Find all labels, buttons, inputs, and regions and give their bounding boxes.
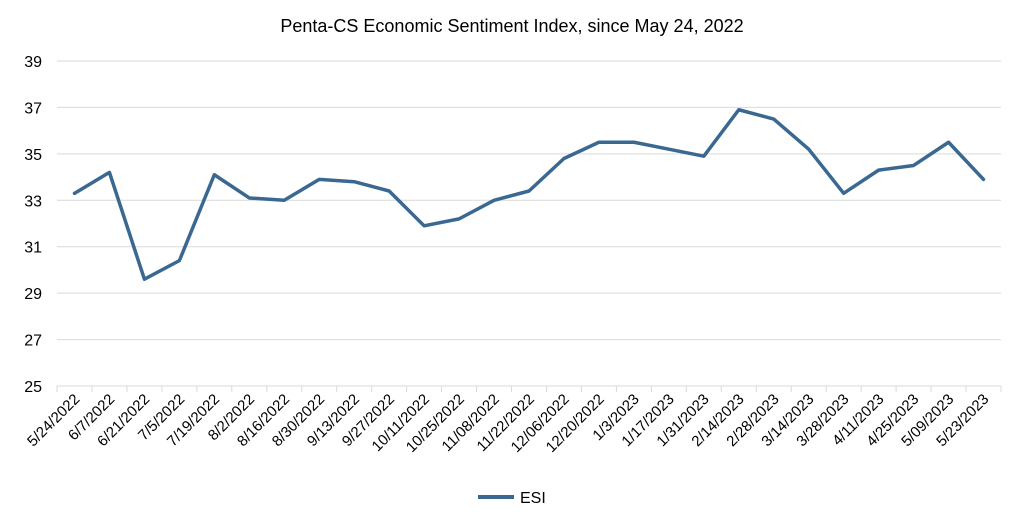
data-point — [387, 189, 391, 193]
data-point — [422, 224, 426, 228]
data-point — [737, 108, 740, 111]
data-point — [318, 178, 321, 181]
series-esi — [72, 108, 986, 281]
y-tick-label: 33 — [24, 193, 42, 210]
y-axis: 25 27 29 31 33 35 37 39 — [24, 54, 42, 396]
data-point — [877, 168, 880, 172]
y-tick-label: 27 — [24, 333, 42, 350]
y-tick-label: 35 — [24, 147, 42, 164]
data-point — [597, 141, 601, 144]
data-point — [842, 192, 845, 195]
y-tick-label: 25 — [24, 379, 42, 396]
data-point — [492, 199, 496, 202]
data-point — [702, 154, 706, 158]
data-point — [283, 199, 286, 202]
data-point — [667, 148, 671, 151]
y-tick-label: 29 — [24, 286, 42, 303]
legend-label-esi: ESI — [520, 490, 546, 507]
data-point — [178, 259, 181, 262]
data-point — [352, 180, 356, 183]
y-tick-label: 31 — [24, 240, 42, 257]
data-point — [213, 173, 216, 176]
data-point — [562, 157, 566, 160]
x-axis: 5/24/20226/7/20226/21/20227/5/20227/19/2… — [24, 385, 1002, 456]
series-line-esi — [72, 108, 986, 281]
data-point — [982, 178, 985, 181]
chart-title: Penta-CS Economic Sentiment Index, since… — [280, 16, 743, 36]
data-point — [947, 141, 950, 144]
data-point — [457, 217, 461, 221]
data-point — [73, 192, 76, 195]
data-point — [248, 196, 251, 200]
data-point — [632, 141, 636, 144]
data-point — [772, 117, 775, 121]
y-tick-label: 39 — [24, 54, 42, 71]
gridlines — [57, 60, 1001, 341]
data-point — [807, 148, 810, 151]
y-tick-label: 37 — [24, 100, 42, 117]
legend: ESI — [478, 490, 546, 507]
data-point — [527, 189, 531, 193]
data-point — [108, 171, 111, 174]
data-point — [143, 278, 146, 281]
data-point — [912, 164, 915, 167]
